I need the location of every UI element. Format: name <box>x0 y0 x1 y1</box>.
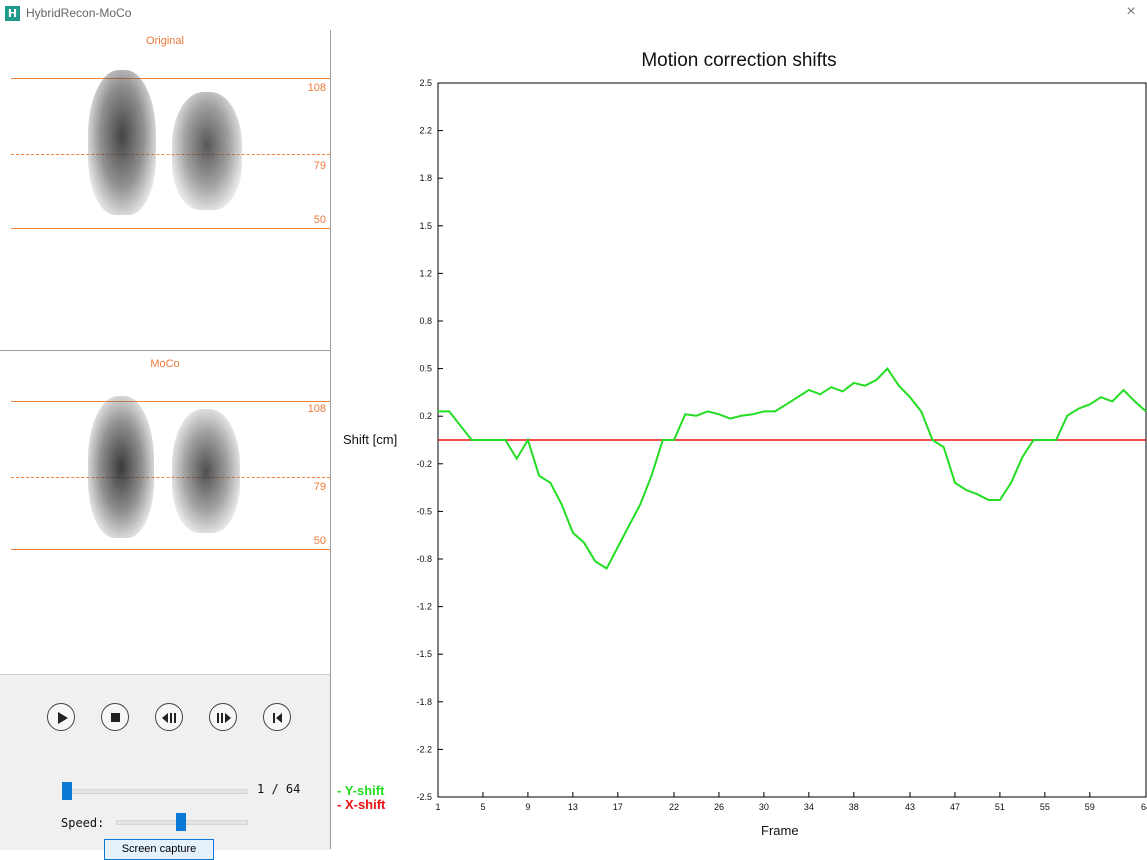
x-tick-label: 26 <box>714 802 724 812</box>
left-panel: Original 108 79 50 MoCo 108 79 50 <box>0 30 331 860</box>
right-lung-image <box>172 92 242 210</box>
y-tick-label: -2.2 <box>416 744 432 754</box>
frame-counter: 1 / 64 <box>257 782 301 796</box>
motion-shift-chart[interactable]: 2.5 2.2 1.8 1.5 1.2 0.8 0.5 0.2 -0.2 -0.5 -0.8 -1.2… <box>331 30 1147 849</box>
x-tick-label: 1 <box>435 802 440 812</box>
legend-y-shift: - Y-shift <box>337 783 385 798</box>
chart-title: Motion correction shifts <box>641 50 837 71</box>
frame-slider-track[interactable] <box>62 789 248 794</box>
x-axis-label: Frame <box>761 823 799 838</box>
x-tick-label: 17 <box>613 802 623 812</box>
y-tick-label: 0.2 <box>419 411 432 421</box>
lower-limit-line[interactable] <box>11 228 330 229</box>
upper-limit-line[interactable] <box>11 401 330 402</box>
skip-to-start-icon <box>273 713 282 723</box>
x-tick-label: 13 <box>568 802 578 812</box>
x-tick-label: 30 <box>759 802 769 812</box>
x-tick-label: 5 <box>480 802 485 812</box>
x-tick-label: 38 <box>849 802 859 812</box>
play-icon <box>58 712 68 724</box>
playback-controls: 1 / 64 Speed: Screen capture <box>0 674 330 860</box>
step-forward-icon <box>217 713 231 723</box>
x-tick-label: 34 <box>804 802 814 812</box>
y-tick-label: 2.2 <box>419 126 432 136</box>
step-back-icon <box>162 713 176 723</box>
speed-label: Speed: <box>61 816 105 830</box>
step-back-button[interactable] <box>155 703 183 731</box>
left-lung-image <box>88 396 154 538</box>
y-tick-label: -1.5 <box>416 649 432 659</box>
moco-view[interactable]: MoCo 108 79 50 <box>0 351 330 673</box>
original-view[interactable]: Original 108 79 50 <box>0 30 330 350</box>
view-divider <box>0 350 330 351</box>
y-tick-label: 1.8 <box>419 173 432 183</box>
center-line[interactable] <box>11 477 330 478</box>
x-tick-label: 22 <box>669 802 679 812</box>
app-icon: H <box>5 6 20 21</box>
y-tick-label: -0.5 <box>416 506 432 516</box>
y-tick-label: 1.5 <box>419 221 432 231</box>
stop-button[interactable] <box>101 703 129 731</box>
x-tick-label: 59 <box>1085 802 1095 812</box>
left-lung-image <box>88 70 156 215</box>
close-button[interactable]: × <box>1126 3 1136 20</box>
speed-slider-thumb[interactable] <box>176 813 186 831</box>
x-tick-label: 51 <box>995 802 1005 812</box>
x-tick-label: 55 <box>1040 802 1050 812</box>
upper-limit-value: 108 <box>307 82 326 94</box>
play-button[interactable] <box>47 703 75 731</box>
y-tick-label: 0.8 <box>419 316 432 326</box>
lower-limit-value: 50 <box>313 535 326 547</box>
screen-capture-button[interactable]: Screen capture <box>104 839 214 860</box>
frame-slider-thumb[interactable] <box>62 782 72 800</box>
y-axis-label: Shift [cm] <box>343 432 398 447</box>
legend-x-shift: - X-shift <box>337 797 386 812</box>
original-view-label: Original <box>146 35 184 47</box>
y-tick-label: -1.8 <box>416 697 432 707</box>
y-tick-label: 1.2 <box>419 268 432 278</box>
center-line[interactable] <box>11 154 330 155</box>
lower-limit-value: 50 <box>313 214 326 226</box>
right-lung-image <box>172 409 240 533</box>
title-bar: H HybridRecon-MoCo × <box>0 0 1147 28</box>
lower-limit-line[interactable] <box>11 549 330 550</box>
step-forward-button[interactable] <box>209 703 237 731</box>
y-tick-label: -2.5 <box>416 792 432 802</box>
y-tick-label: 2.5 <box>419 78 432 88</box>
y-tick-label: -0.8 <box>416 554 432 564</box>
y-shift-line <box>438 367 1147 570</box>
moco-view-label: MoCo <box>150 358 180 370</box>
window-title: HybridRecon-MoCo <box>26 6 132 20</box>
center-value: 79 <box>313 481 326 493</box>
y-tick-label: 0.5 <box>419 364 432 374</box>
x-tick-label: 47 <box>950 802 960 812</box>
chart-area: Motion correction shifts Shift [cm] Fram… <box>331 30 1147 849</box>
y-tick-label: -1.2 <box>416 602 432 612</box>
x-tick-label: 9 <box>525 802 530 812</box>
x-tick-label: 64 <box>1141 802 1147 812</box>
skip-to-start-button[interactable] <box>263 703 291 731</box>
x-tick-label: 43 <box>905 802 915 812</box>
center-value: 79 <box>313 160 326 172</box>
stop-icon <box>111 713 120 722</box>
upper-limit-line[interactable] <box>11 78 330 79</box>
upper-limit-value: 108 <box>307 403 326 415</box>
y-tick-label: -0.2 <box>416 459 432 469</box>
